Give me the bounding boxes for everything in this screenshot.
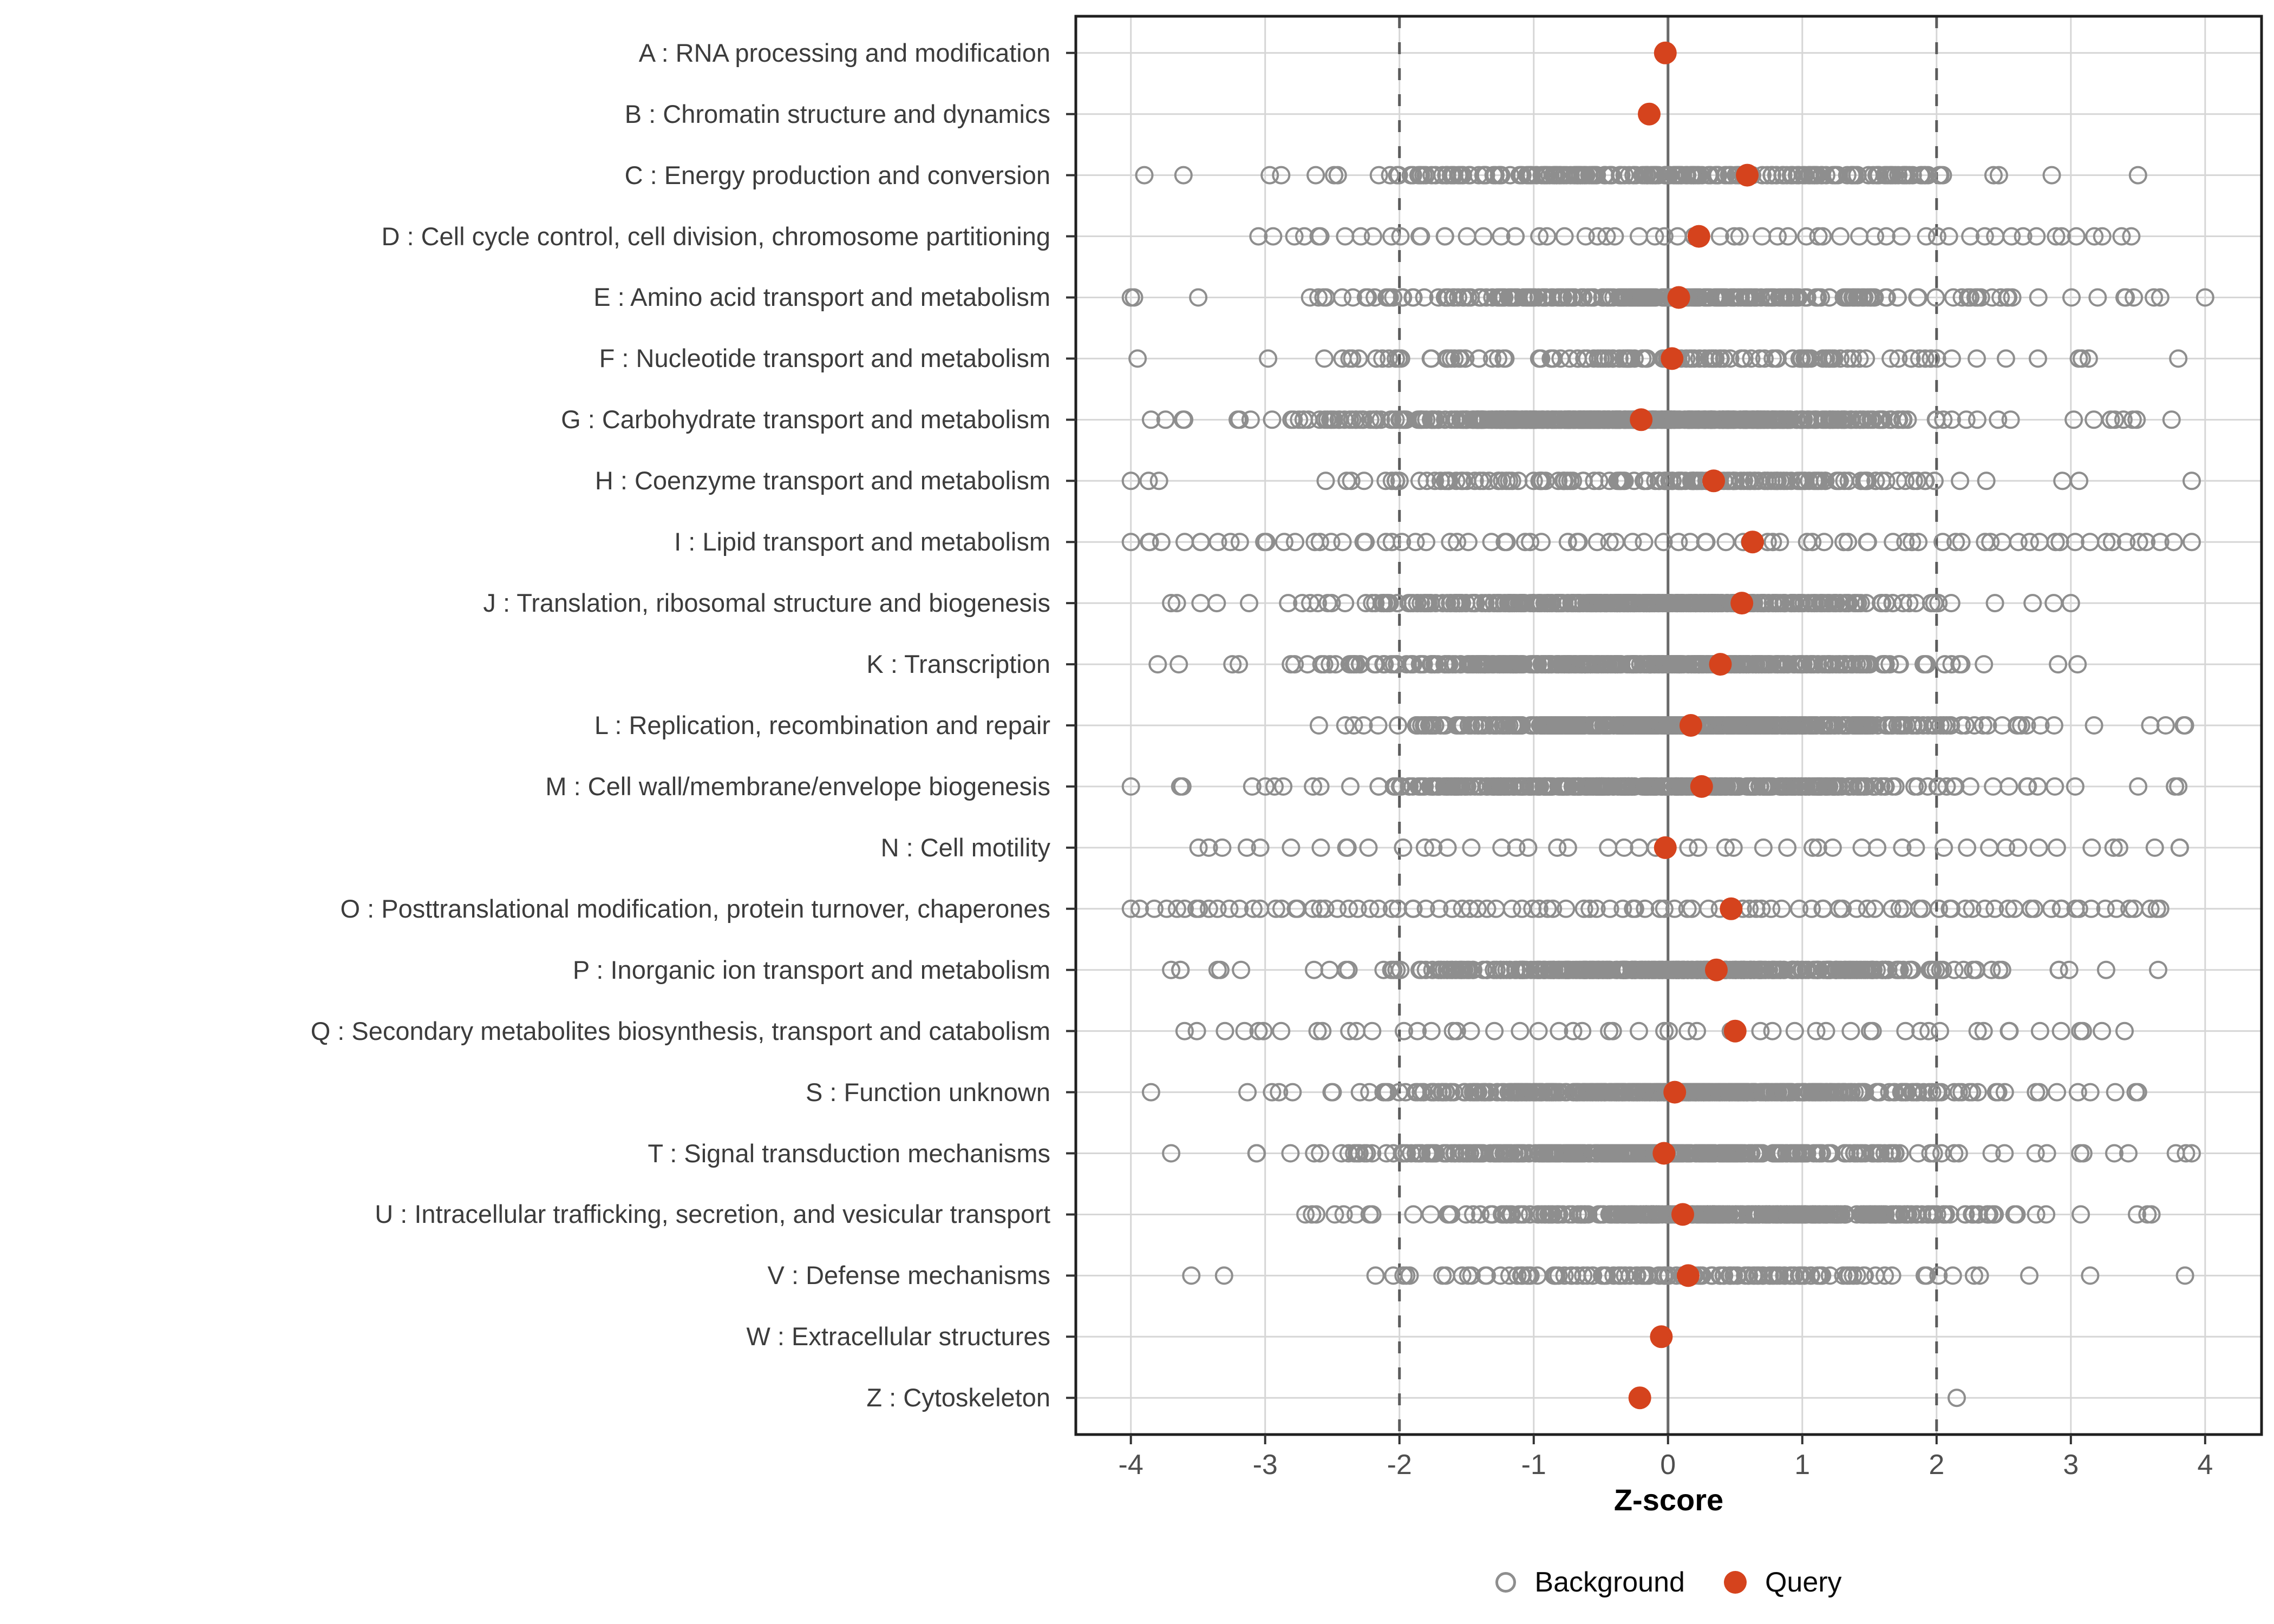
query-point-S	[1663, 1081, 1687, 1104]
query-point-F	[1661, 347, 1684, 370]
y-axis-label-L: L : Replication, recombination and repai…	[594, 711, 1050, 739]
y-axis-label-U: U : Intracellular trafficking, secretion…	[375, 1200, 1050, 1229]
background-points-row-J	[1162, 594, 2080, 613]
x-tick-label: -4	[1118, 1449, 1143, 1481]
y-axis-label-F: F : Nucleotide transport and metabolism	[599, 344, 1050, 373]
query-point-K	[1709, 653, 1732, 676]
y-axis-label-A: A : RNA processing and modification	[638, 38, 1050, 67]
y-axis-label-O: O : Posttranslational modification, prot…	[340, 894, 1050, 923]
x-tick-label: 0	[1660, 1449, 1676, 1481]
y-axis-label-B: B : Chromatin structure and dynamics	[624, 99, 1050, 128]
background-points-row-K	[1148, 655, 2087, 674]
x-tick-label: -1	[1521, 1449, 1546, 1481]
background-points-row-S	[1141, 1083, 2147, 1102]
query-point-N	[1654, 836, 1677, 859]
query-point-V	[1677, 1264, 1700, 1287]
query-point-Q	[1723, 1019, 1747, 1043]
query-point-L	[1679, 714, 1702, 737]
y-axis-label-W: W : Extracellular structures	[746, 1322, 1050, 1351]
y-axis-label-Q: Q : Secondary metabolites biosynthesis, …	[310, 1016, 1050, 1045]
y-axis-label-D: D : Cell cycle control, cell division, c…	[381, 221, 1050, 251]
query-point-C	[1736, 163, 1759, 187]
open-circle-icon	[1495, 1572, 1517, 1593]
y-axis-label-N: N : Cell motility	[880, 833, 1050, 862]
y-axis-label-M: M : Cell wall/membrane/envelope biogenes…	[545, 771, 1050, 801]
query-point-Z	[1628, 1386, 1651, 1410]
background-points-row-I	[1121, 533, 2201, 552]
query-point-U	[1671, 1203, 1694, 1226]
y-axis-label-K: K : Transcription	[866, 650, 1050, 679]
query-point-I	[1741, 531, 1764, 554]
x-tick-label: 2	[1929, 1449, 1945, 1481]
legend-item-background: Background	[1495, 1566, 1685, 1599]
y-axis-label-E: E : Amino acid transport and metabolism	[593, 283, 1050, 312]
y-axis-label-I: I : Lipid transport and metabolism	[674, 527, 1050, 556]
x-tick-label: 4	[2197, 1449, 2213, 1481]
background-points-row-T	[1162, 1144, 2201, 1163]
query-point-M	[1690, 775, 1713, 798]
x-axis-title: Z-score	[1613, 1483, 1724, 1517]
y-axis-label-P: P : Inorganic ion transport and metaboli…	[572, 955, 1050, 984]
x-tick-label: -3	[1252, 1449, 1278, 1481]
x-tick-label: 1	[1794, 1449, 1811, 1481]
query-point-T	[1652, 1142, 1676, 1165]
query-point-H	[1702, 469, 1726, 493]
legend-item-query: Query	[1723, 1566, 1842, 1599]
background-points-row-F	[1128, 349, 2188, 368]
query-point-E	[1667, 286, 1690, 309]
y-axis-label-C: C : Energy production and conversion	[624, 160, 1050, 189]
y-axis-label-G: G : Carbohydrate transport and metabolis…	[561, 405, 1050, 434]
query-point-G	[1630, 408, 1653, 431]
query-point-B	[1638, 102, 1661, 126]
background-points-row-D	[1249, 227, 2141, 246]
query-point-J	[1730, 592, 1754, 615]
x-tick-label: -2	[1387, 1449, 1412, 1481]
y-axis-label-J: J : Translation, ribosomal structure and…	[483, 588, 1050, 618]
y-axis-label-Z: Z : Cytoskeleton	[866, 1383, 1050, 1412]
query-point-W	[1650, 1325, 1673, 1348]
legend-label-query: Query	[1765, 1567, 1842, 1598]
query-point-O	[1720, 897, 1743, 920]
query-point-D	[1687, 225, 1710, 248]
background-points-row-Z	[1948, 1389, 1966, 1407]
y-axis-label-H: H : Coenzyme transport and metabolism	[594, 466, 1050, 495]
query-point-A	[1654, 41, 1677, 64]
legend-label-background: Background	[1534, 1567, 1685, 1598]
y-axis-label-T: T : Signal transduction mechanisms	[648, 1138, 1050, 1168]
background-points-row-O	[1121, 899, 2170, 918]
query-point-P	[1705, 958, 1728, 981]
x-tick-label: 3	[2063, 1449, 2079, 1481]
y-axis-label-V: V : Defense mechanisms	[767, 1261, 1050, 1290]
background-points-row-V	[1182, 1266, 2194, 1285]
background-points-row-N	[1189, 838, 2189, 857]
filled-circle-icon	[1723, 1571, 1747, 1594]
background-points-row-U	[1296, 1205, 2161, 1224]
legend: Background Query	[1076, 1566, 2262, 1599]
y-axis-label-S: S : Function unknown	[806, 1077, 1050, 1106]
background-points-row-Q	[1175, 1021, 2134, 1040]
